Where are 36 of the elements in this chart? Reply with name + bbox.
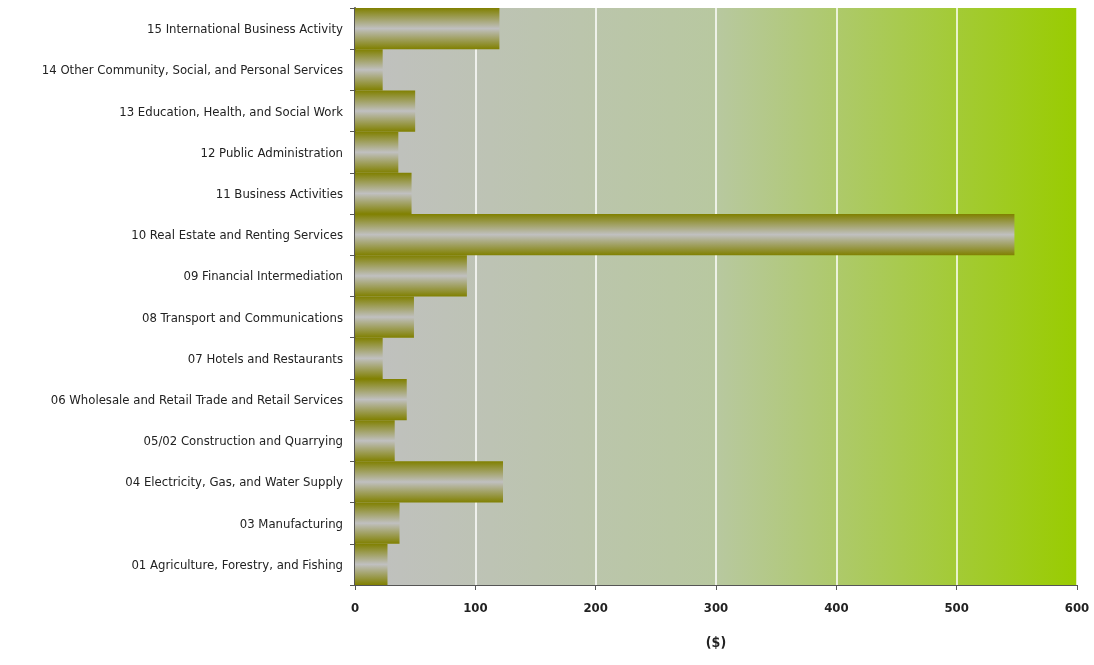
bar — [355, 131, 399, 173]
y-tick-label: 13 Education, Health, and Social Work — [119, 103, 344, 119]
bar — [355, 502, 400, 544]
x-tick-label: 600 — [1064, 600, 1090, 615]
y-tick-label: 08 Transport and Communications — [142, 309, 343, 325]
y-tick-label: 12 Public Administration — [200, 144, 343, 160]
y-tick-label: 09 Financial Intermediation — [183, 268, 343, 284]
bar — [355, 49, 383, 91]
bar — [355, 378, 407, 421]
y-tick-label: 01 Agriculture, Forestry, and Fishing — [131, 556, 343, 572]
y-tick-label: 15 International Business Activity — [147, 21, 344, 37]
y-tick-label: 06 Wholesale and Retail Trade and Retail Services — [50, 392, 343, 408]
bar — [355, 172, 412, 215]
bar — [355, 8, 500, 50]
x-axis-title: ($) — [705, 634, 727, 650]
y-tick-label: 14 Other Community, Social, and Personal Services — [41, 62, 343, 78]
bar — [355, 420, 395, 462]
x-tick-label: 300 — [703, 600, 729, 615]
y-tick-label: 05/02 Construction and Quarrying — [143, 433, 343, 449]
bar — [355, 255, 467, 297]
y-tick-label: 10 Real Estate and Renting Services — [131, 227, 343, 243]
bar — [355, 337, 383, 379]
x-tick-label: 0 — [350, 600, 360, 615]
bar — [355, 214, 1015, 256]
y-tick-label: 11 Business Activities — [215, 185, 343, 201]
bar — [355, 461, 504, 503]
y-tick-label: 04 Electricity, Gas, and Water Supply — [125, 474, 344, 490]
x-tick-label: 400 — [824, 600, 849, 615]
bar — [355, 90, 416, 132]
bar — [355, 296, 414, 338]
x-tick-label: 100 — [463, 600, 488, 615]
x-tick-label: 200 — [583, 600, 608, 615]
y-tick-label: 03 Manufacturing — [239, 515, 343, 531]
x-tick-label: 500 — [944, 600, 969, 615]
y-tick-label: 07 Hotels and Restaurants — [187, 350, 343, 366]
bar — [355, 543, 388, 585]
